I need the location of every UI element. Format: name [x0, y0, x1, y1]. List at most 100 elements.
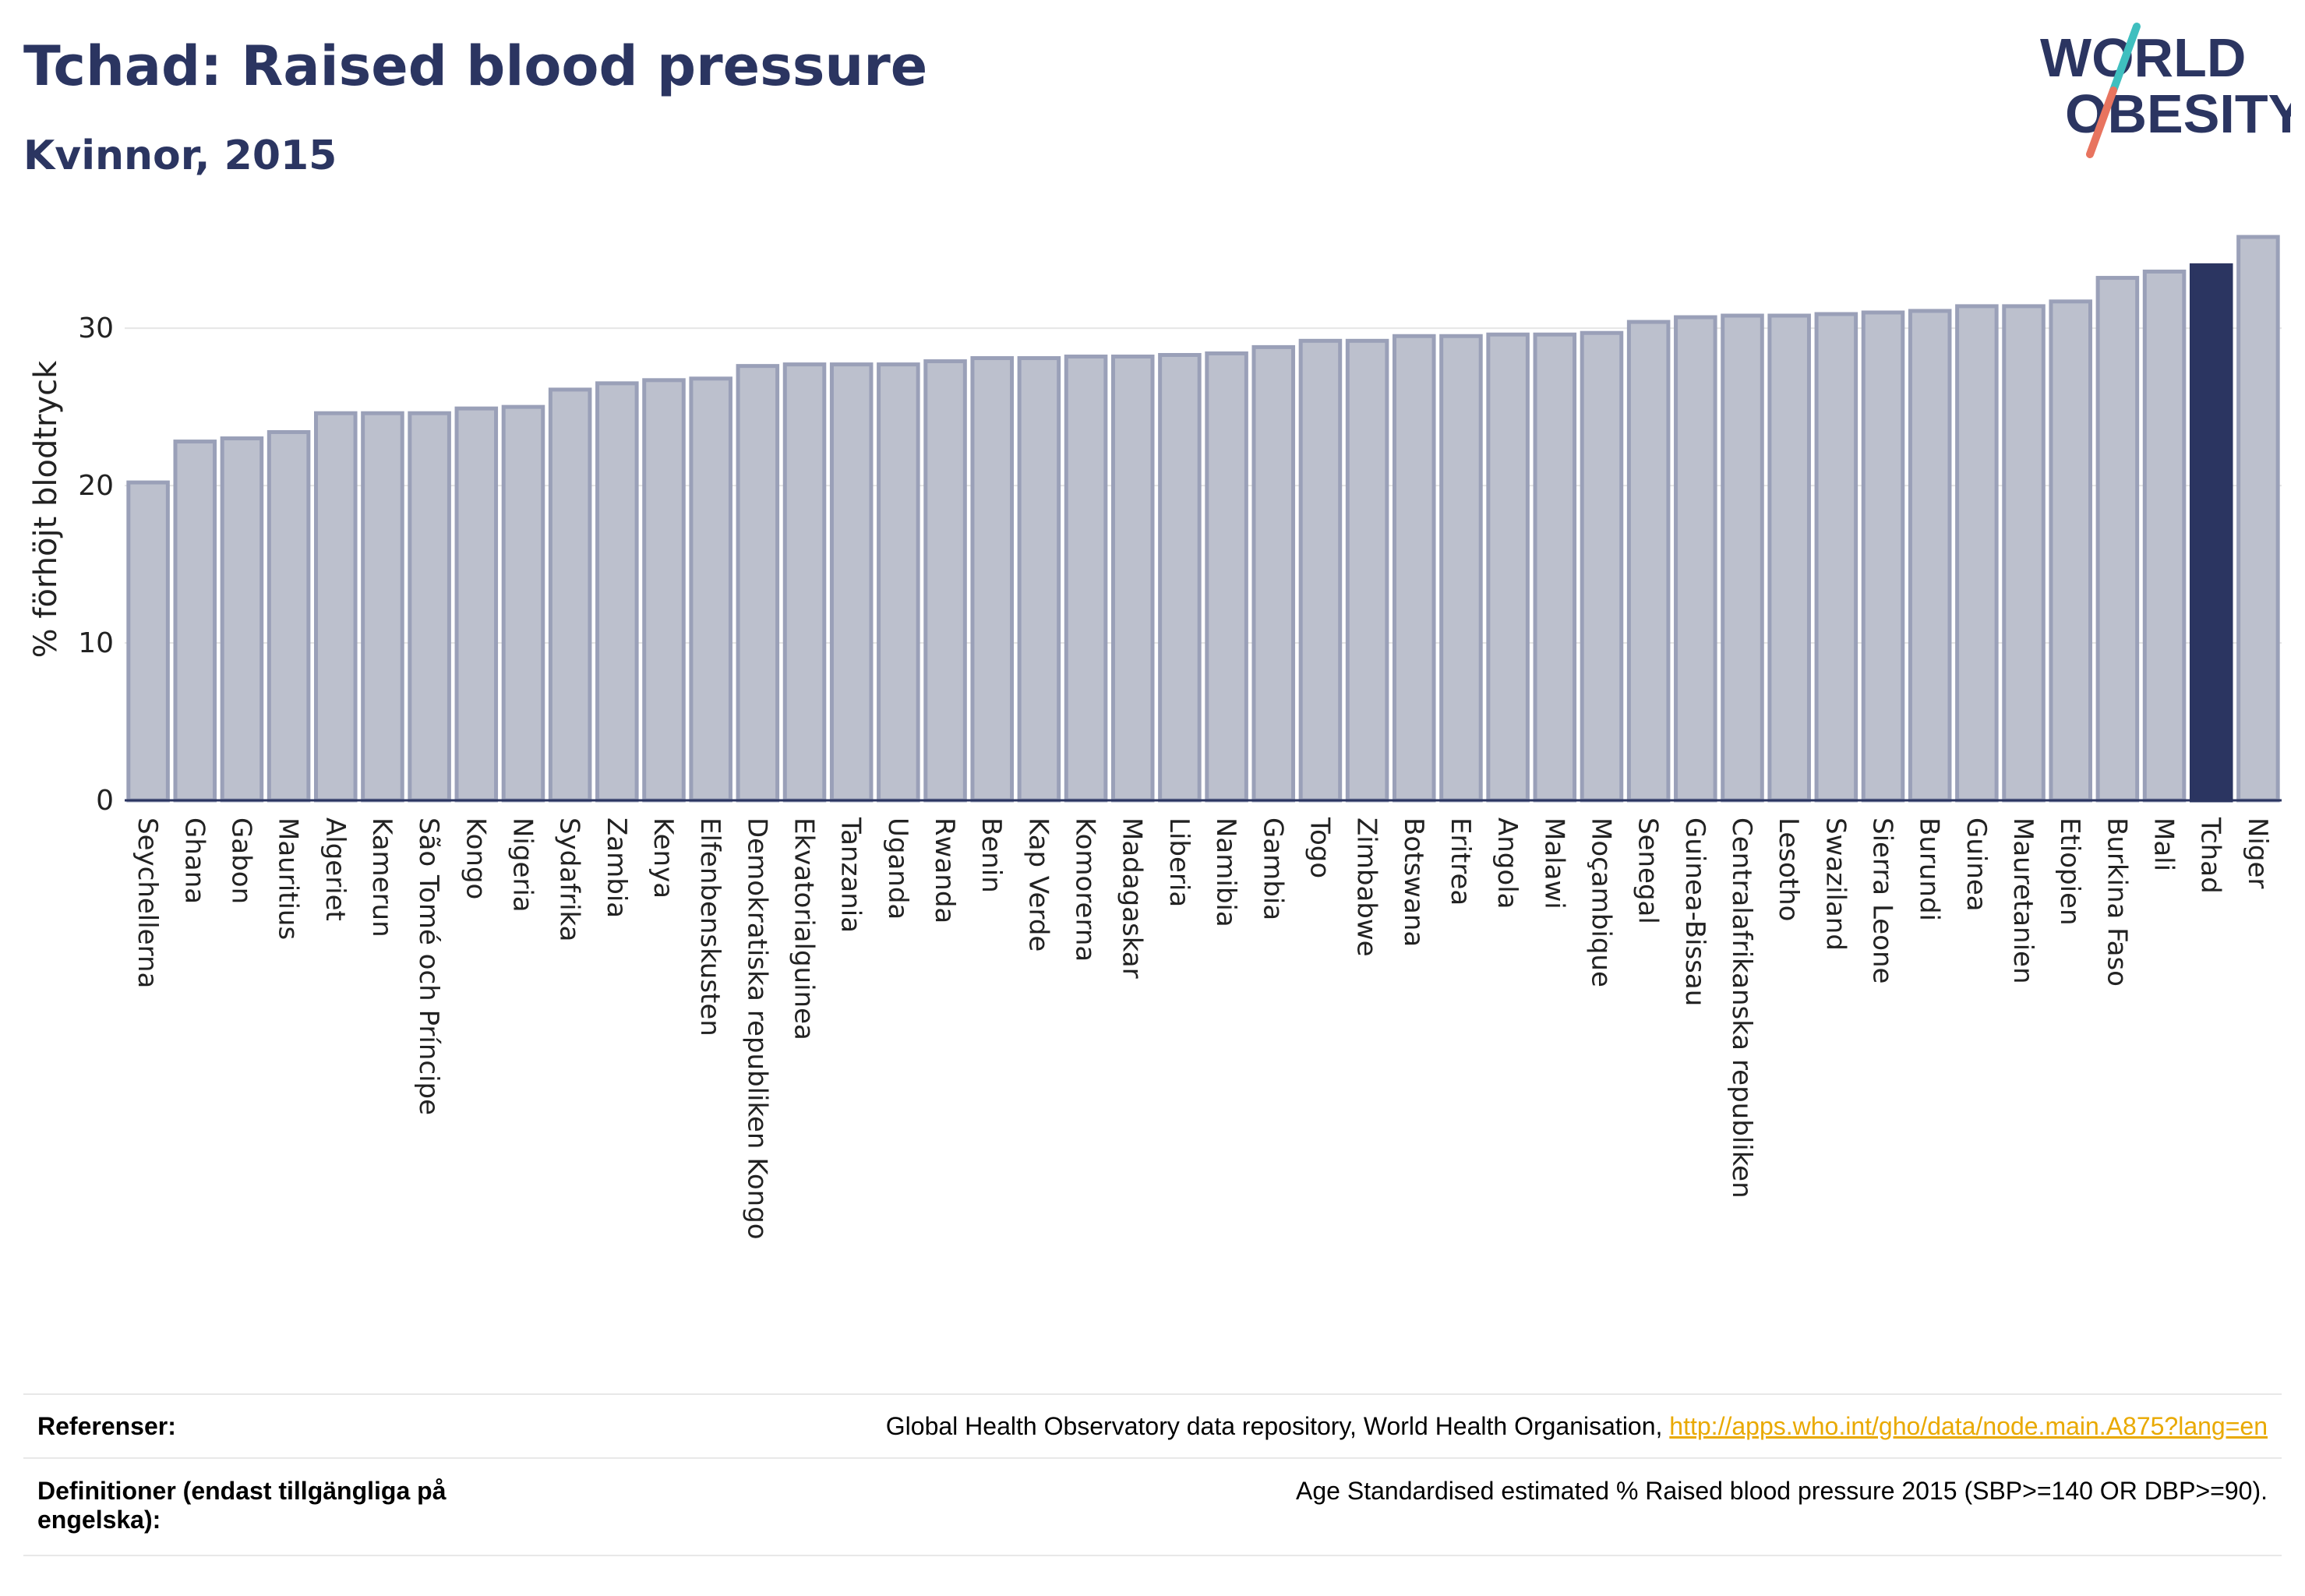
bar	[1017, 356, 1061, 803]
bar-chart: 0 10 20 30 % förhöjt blodtryck Seychellerna Gh…	[28, 235, 2282, 1240]
x-tick-label: Senegal	[1633, 817, 1664, 924]
bar	[736, 364, 780, 803]
x-tick-label: Liberia	[1163, 817, 1195, 907]
x-tick-label: Zambia	[601, 817, 632, 918]
bar	[2049, 299, 2092, 803]
bar	[2002, 304, 2046, 803]
definitions-value: Age Standardised estimated % Raised bloo…	[1296, 1477, 2268, 1505]
logo-slash-teal	[2109, 23, 2141, 94]
x-tick-label: Etiopien	[2054, 817, 2085, 926]
bar	[782, 362, 827, 803]
x-tick-label: Eritrea	[1445, 817, 1476, 906]
bar	[1486, 332, 1530, 803]
bar	[1626, 320, 1671, 803]
bar	[970, 356, 1014, 803]
x-tick-label: Gabon	[225, 817, 256, 904]
x-tick-label: Guinea-Bissau	[1679, 817, 1710, 1006]
x-tick-label: Togo	[1304, 817, 1335, 878]
x-tick-label: Uganda	[882, 817, 913, 920]
bar	[126, 480, 170, 803]
references-row: Referenser: Global Health Observatory da…	[23, 1412, 2282, 1451]
bar	[595, 381, 639, 803]
x-tick-label: Ekvatorialguinea	[789, 817, 820, 1040]
x-tick-label: Madagaskar	[1117, 817, 1148, 979]
footer-divider-bottom	[23, 1555, 2282, 1556]
bar	[408, 411, 451, 803]
bar	[1767, 313, 1811, 803]
definitions-label: Definitioner (endast tillgängliga på enge…	[37, 1477, 447, 1534]
x-tick-label: Benin	[976, 817, 1007, 893]
references-text: Global Health Observatory data repositor…	[885, 1412, 1670, 1440]
x-tick-label: Tchad	[2195, 817, 2226, 894]
x-tick-label: Namibia	[1210, 817, 1241, 927]
bar	[1580, 330, 1624, 803]
logo-word-world: WORLD	[2040, 27, 2246, 88]
references-label: Referenser:	[37, 1412, 176, 1440]
x-tick-label: Malawi	[1538, 817, 1569, 909]
x-tick-label: Kap Verde	[1022, 817, 1054, 952]
bar	[2236, 235, 2280, 803]
bar	[1251, 344, 1296, 803]
x-tick-label: Tanzania	[835, 817, 867, 933]
chart-title: Tchad: Raised blood pressure	[23, 34, 928, 98]
x-tick-label: Demokratiska republiken Kongo	[741, 817, 772, 1240]
x-tick-label: Botswana	[1398, 817, 1429, 947]
x-tick-label: Burkina Faso	[2101, 817, 2132, 987]
footer-divider-top	[23, 1393, 2282, 1395]
bar	[548, 387, 592, 803]
definitions-row: Definitioner (endast tillgängliga på enge…	[23, 1477, 2282, 1547]
bar	[361, 411, 404, 803]
x-tick-label: Guinea	[1961, 817, 1992, 912]
bar	[1345, 338, 1389, 803]
references-link[interactable]: http://apps.who.int/gho/data/node.main.A…	[1669, 1412, 2268, 1440]
bar	[1439, 334, 1483, 803]
bar	[1533, 332, 1577, 803]
x-tick-label: Burundi	[1914, 817, 1945, 921]
x-tick-label: Mauretanien	[2007, 817, 2038, 984]
x-tick-label: Swaziland	[1820, 817, 1851, 951]
bar	[1861, 310, 1905, 803]
bar	[501, 404, 545, 803]
bar	[454, 406, 499, 803]
y-tick-label: 0	[96, 785, 114, 817]
bar	[314, 411, 358, 803]
bar	[1814, 312, 1858, 803]
y-tick-label: 30	[78, 312, 114, 344]
bar	[1721, 313, 1764, 803]
bar	[829, 362, 874, 803]
x-tick-label: Sydafrika	[554, 817, 585, 941]
bar	[1908, 309, 1952, 803]
logo-slash-coral	[2086, 87, 2117, 158]
y-tick-label: 20	[78, 470, 114, 502]
chart-subtitle: Kvinnor, 2015	[23, 132, 337, 179]
bar	[1955, 304, 1999, 803]
bar	[1110, 355, 1155, 803]
x-tick-label: Mauritius	[273, 817, 304, 940]
x-tick-label: Elfenbenskusten	[694, 817, 725, 1036]
x-tick-label: Seychellerna	[132, 817, 163, 988]
x-tick-label: Gambia	[1257, 817, 1288, 920]
bar	[2142, 269, 2187, 803]
bar	[1158, 352, 1202, 803]
x-tick-label: Niger	[2242, 817, 2273, 888]
bar-highlight	[2189, 263, 2233, 803]
x-tick-label: Rwanda	[929, 817, 960, 923]
bar	[923, 359, 967, 803]
x-tick-label: Algeriet	[319, 817, 351, 921]
x-tick-label: Lesotho	[1773, 817, 1804, 921]
bar	[1393, 334, 1436, 803]
bar	[1064, 355, 1108, 803]
x-tick-label: Angola	[1491, 817, 1523, 909]
x-tick-label: Komorerna	[1070, 817, 1101, 962]
x-tick-label: Zimbabwe	[1351, 817, 1382, 957]
world-obesity-logo: WORLD OBESITY	[2040, 23, 2291, 158]
bar	[173, 440, 217, 803]
x-tick-label: Moçambique	[1585, 817, 1616, 987]
footer-divider-middle	[23, 1457, 2282, 1459]
x-tick-label: Sierra Leone	[1867, 817, 1898, 983]
x-tick-label: São Tomé och Príncipe	[413, 817, 444, 1115]
x-tick-label: Kongo	[460, 817, 491, 899]
bar	[1674, 315, 1717, 803]
bar	[1205, 351, 1248, 803]
x-tick-label: Kenya	[648, 817, 679, 899]
